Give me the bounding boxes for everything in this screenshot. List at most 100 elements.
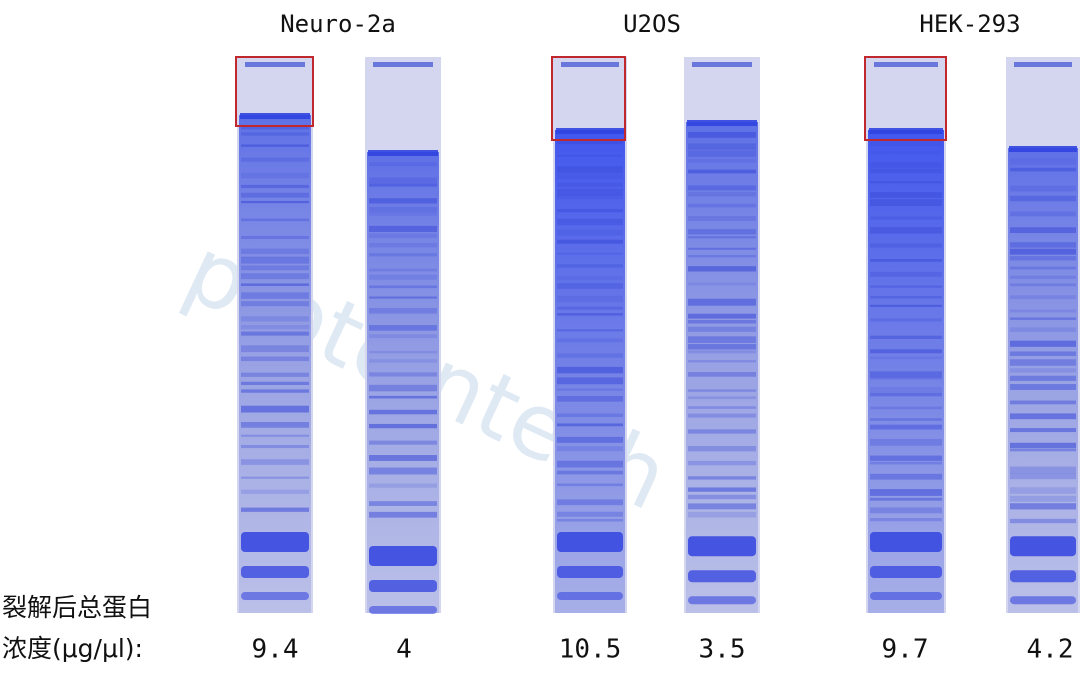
band <box>241 218 309 222</box>
band <box>240 113 310 119</box>
band <box>870 192 942 198</box>
band <box>557 532 623 552</box>
concentration-value: 3.5 <box>699 635 746 665</box>
band <box>241 157 309 162</box>
band <box>869 128 943 134</box>
band <box>688 247 756 250</box>
band <box>241 256 309 264</box>
lane-body <box>686 122 758 613</box>
band <box>688 185 756 191</box>
band <box>369 455 437 461</box>
band <box>870 150 942 155</box>
band <box>241 489 309 494</box>
band <box>688 350 756 354</box>
band <box>241 236 309 239</box>
band <box>688 169 756 174</box>
band <box>557 511 623 517</box>
band <box>369 177 437 184</box>
band <box>1010 442 1076 449</box>
band <box>557 413 623 417</box>
band <box>1010 473 1076 480</box>
band <box>369 296 437 299</box>
band <box>369 440 437 445</box>
band <box>557 209 623 213</box>
band <box>369 183 437 187</box>
gel-lane <box>1006 57 1080 613</box>
band <box>369 213 437 216</box>
row-label: 裂解后总蛋白 <box>2 593 152 622</box>
band <box>870 438 942 446</box>
band <box>241 283 309 286</box>
band <box>557 295 623 303</box>
band <box>557 306 623 310</box>
lane-well <box>245 62 305 67</box>
band <box>369 384 437 392</box>
band <box>870 162 942 168</box>
band <box>241 476 309 479</box>
band <box>557 377 623 385</box>
band <box>1010 195 1076 202</box>
band <box>1010 211 1076 217</box>
band <box>557 276 623 281</box>
band <box>241 316 309 322</box>
band <box>557 396 623 402</box>
band <box>870 227 942 234</box>
band <box>557 195 623 200</box>
band <box>1010 503 1076 510</box>
cell-line-label: U2OS <box>623 10 681 38</box>
band <box>688 360 756 363</box>
band <box>688 487 756 492</box>
band <box>241 507 309 512</box>
band <box>241 184 309 189</box>
band <box>557 312 623 316</box>
band <box>1010 375 1076 381</box>
band <box>241 144 309 147</box>
band <box>369 606 437 614</box>
band <box>870 335 942 339</box>
labels: 裂解后总蛋白 浓度(μg/μl): Neuro-2a 9.4 4 U2OS 10.5 3.… <box>2 10 1073 665</box>
band <box>241 356 309 362</box>
concentration-value: 4.2 <box>1027 635 1074 665</box>
band <box>1010 283 1076 287</box>
band <box>870 304 942 307</box>
band <box>870 424 942 430</box>
band <box>241 389 309 393</box>
band <box>557 353 623 358</box>
band <box>241 324 309 330</box>
band <box>241 345 309 353</box>
band <box>870 349 942 354</box>
band <box>369 359 437 363</box>
band <box>1010 413 1076 420</box>
band <box>688 266 756 272</box>
lane-body <box>239 115 311 613</box>
band <box>1010 400 1076 405</box>
band <box>688 446 756 452</box>
band <box>1010 518 1076 524</box>
band <box>688 192 756 197</box>
band <box>369 274 437 280</box>
band <box>369 546 437 566</box>
band <box>870 406 942 410</box>
band <box>369 372 437 377</box>
band <box>870 271 942 277</box>
band <box>369 325 437 331</box>
band <box>1010 167 1076 172</box>
band <box>557 446 623 452</box>
lane-well <box>561 62 619 67</box>
band <box>688 536 756 557</box>
band <box>870 418 942 421</box>
band <box>368 150 438 156</box>
band <box>241 265 309 271</box>
band <box>688 313 756 319</box>
band <box>557 218 623 226</box>
band <box>556 128 624 134</box>
band <box>870 497 942 501</box>
band <box>557 460 623 468</box>
band <box>870 168 942 174</box>
band <box>241 381 309 385</box>
band <box>870 243 942 248</box>
band <box>557 182 623 188</box>
band <box>688 372 756 377</box>
band <box>369 483 437 488</box>
